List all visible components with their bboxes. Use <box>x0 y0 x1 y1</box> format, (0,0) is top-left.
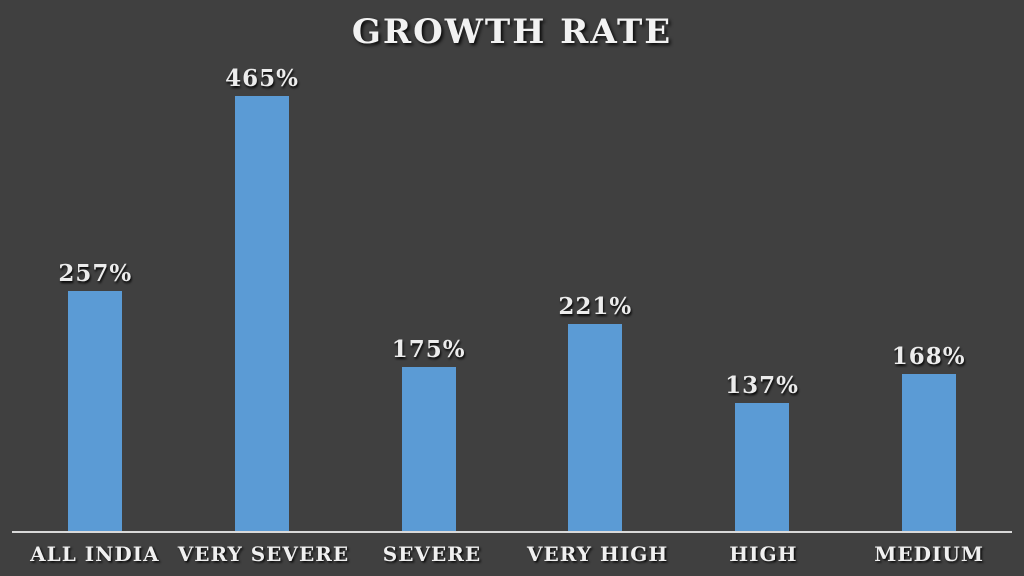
bar <box>235 96 289 531</box>
bar-value-label: 257% <box>58 260 133 287</box>
x-axis-labels: ALL INDIA VERY SEVERE SEVERE VERY HIGH H… <box>12 542 1012 566</box>
bar <box>901 374 956 531</box>
bar-slot: 175% <box>345 336 512 531</box>
bar-slot: 137% <box>679 372 846 531</box>
bar <box>401 367 456 531</box>
bar <box>68 291 123 531</box>
bar-value-label: 168% <box>891 343 966 370</box>
bar <box>568 324 623 531</box>
bar <box>735 403 790 531</box>
bar-value-label: 465% <box>225 65 299 92</box>
bar-plot-area: 257% 465% 175% 221% 137% 168% <box>12 61 1012 531</box>
bar-slot: 221% <box>512 293 679 531</box>
bar-value-label: 221% <box>558 293 633 320</box>
category-label: HIGH <box>729 542 798 566</box>
bar-value-label: 175% <box>391 336 466 363</box>
x-axis-line <box>12 531 1012 533</box>
category-label: ALL INDIA <box>30 542 160 566</box>
bar-slot: 257% <box>12 260 179 531</box>
category-label: VERY SEVERE <box>177 542 350 566</box>
category-label: SEVERE <box>382 542 482 566</box>
category-label: MEDIUM <box>874 542 984 566</box>
category-label: VERY HIGH <box>527 542 669 566</box>
bar-slot: 465% <box>179 65 346 531</box>
bar-value-label: 137% <box>725 372 799 399</box>
chart-title: GROWTH RATE <box>351 12 673 52</box>
bar-slot: 168% <box>845 343 1012 531</box>
